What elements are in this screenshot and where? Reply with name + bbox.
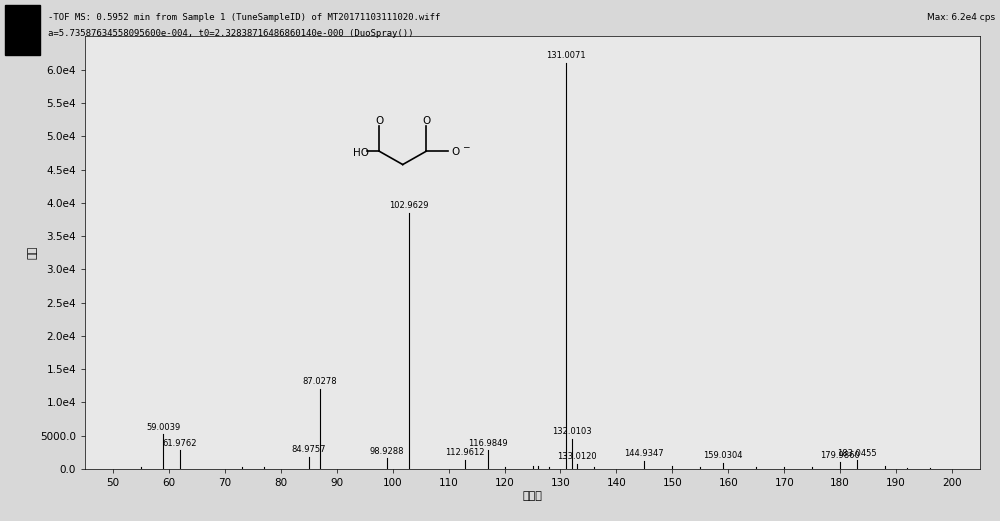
Text: 61.9762: 61.9762 bbox=[163, 439, 197, 448]
Text: 159.0304: 159.0304 bbox=[703, 451, 743, 460]
Text: a=5.73587634558095600e-004, t0=2.32838716486860140e-000 (DuoSpray()): a=5.73587634558095600e-004, t0=2.3283871… bbox=[48, 29, 414, 38]
Text: 183.0455: 183.0455 bbox=[837, 449, 877, 457]
Text: 98.9288: 98.9288 bbox=[369, 446, 404, 455]
X-axis label: 荷质比: 荷质比 bbox=[523, 491, 542, 501]
Text: 116.9849: 116.9849 bbox=[468, 439, 507, 448]
Text: O: O bbox=[422, 116, 430, 126]
Text: O: O bbox=[375, 116, 383, 126]
Text: 179.9860: 179.9860 bbox=[820, 451, 860, 460]
Text: O: O bbox=[451, 147, 460, 157]
Text: Max: 6.2e4 cps: Max: 6.2e4 cps bbox=[927, 13, 995, 22]
Text: −: − bbox=[462, 143, 470, 152]
Text: -TOF MS: 0.5952 min from Sample 1 (TuneSampleID) of MT20171103111020.wiff: -TOF MS: 0.5952 min from Sample 1 (TuneS… bbox=[48, 13, 440, 22]
Text: HO: HO bbox=[353, 148, 369, 158]
Text: 59.0039: 59.0039 bbox=[146, 423, 180, 431]
Text: 131.0071: 131.0071 bbox=[546, 52, 586, 60]
Text: 132.0103: 132.0103 bbox=[552, 427, 592, 436]
Text: 133.0120: 133.0120 bbox=[558, 452, 597, 461]
Text: 102.9629: 102.9629 bbox=[389, 201, 429, 210]
Text: 84.9757: 84.9757 bbox=[291, 445, 326, 454]
Y-axis label: 强度: 强度 bbox=[27, 246, 37, 259]
Text: 87.0278: 87.0278 bbox=[303, 377, 337, 387]
Text: 112.9612: 112.9612 bbox=[445, 448, 485, 457]
Text: 144.9347: 144.9347 bbox=[624, 449, 664, 458]
